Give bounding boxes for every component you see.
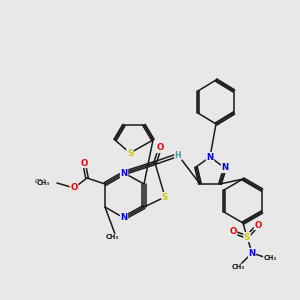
Text: S: S: [127, 148, 133, 158]
Text: O: O: [230, 227, 237, 236]
Text: S: S: [162, 193, 168, 202]
Text: CH₃: CH₃: [263, 255, 277, 261]
Text: CH₃: CH₃: [105, 234, 119, 240]
Text: N: N: [248, 248, 256, 257]
Text: H: H: [175, 151, 181, 160]
Text: O: O: [70, 184, 78, 193]
Text: O: O: [254, 220, 262, 230]
Text: N: N: [206, 152, 214, 161]
Text: O: O: [70, 184, 78, 193]
Text: CH₃: CH₃: [35, 179, 49, 185]
Text: N: N: [221, 164, 229, 172]
Text: CH₃: CH₃: [37, 180, 50, 186]
Text: S: S: [244, 232, 250, 242]
Text: O: O: [80, 158, 88, 167]
Text: N: N: [120, 214, 128, 223]
Text: O: O: [156, 143, 164, 152]
Text: N: N: [120, 169, 128, 178]
Text: CH₃: CH₃: [231, 264, 244, 270]
Text: O: O: [42, 178, 50, 188]
